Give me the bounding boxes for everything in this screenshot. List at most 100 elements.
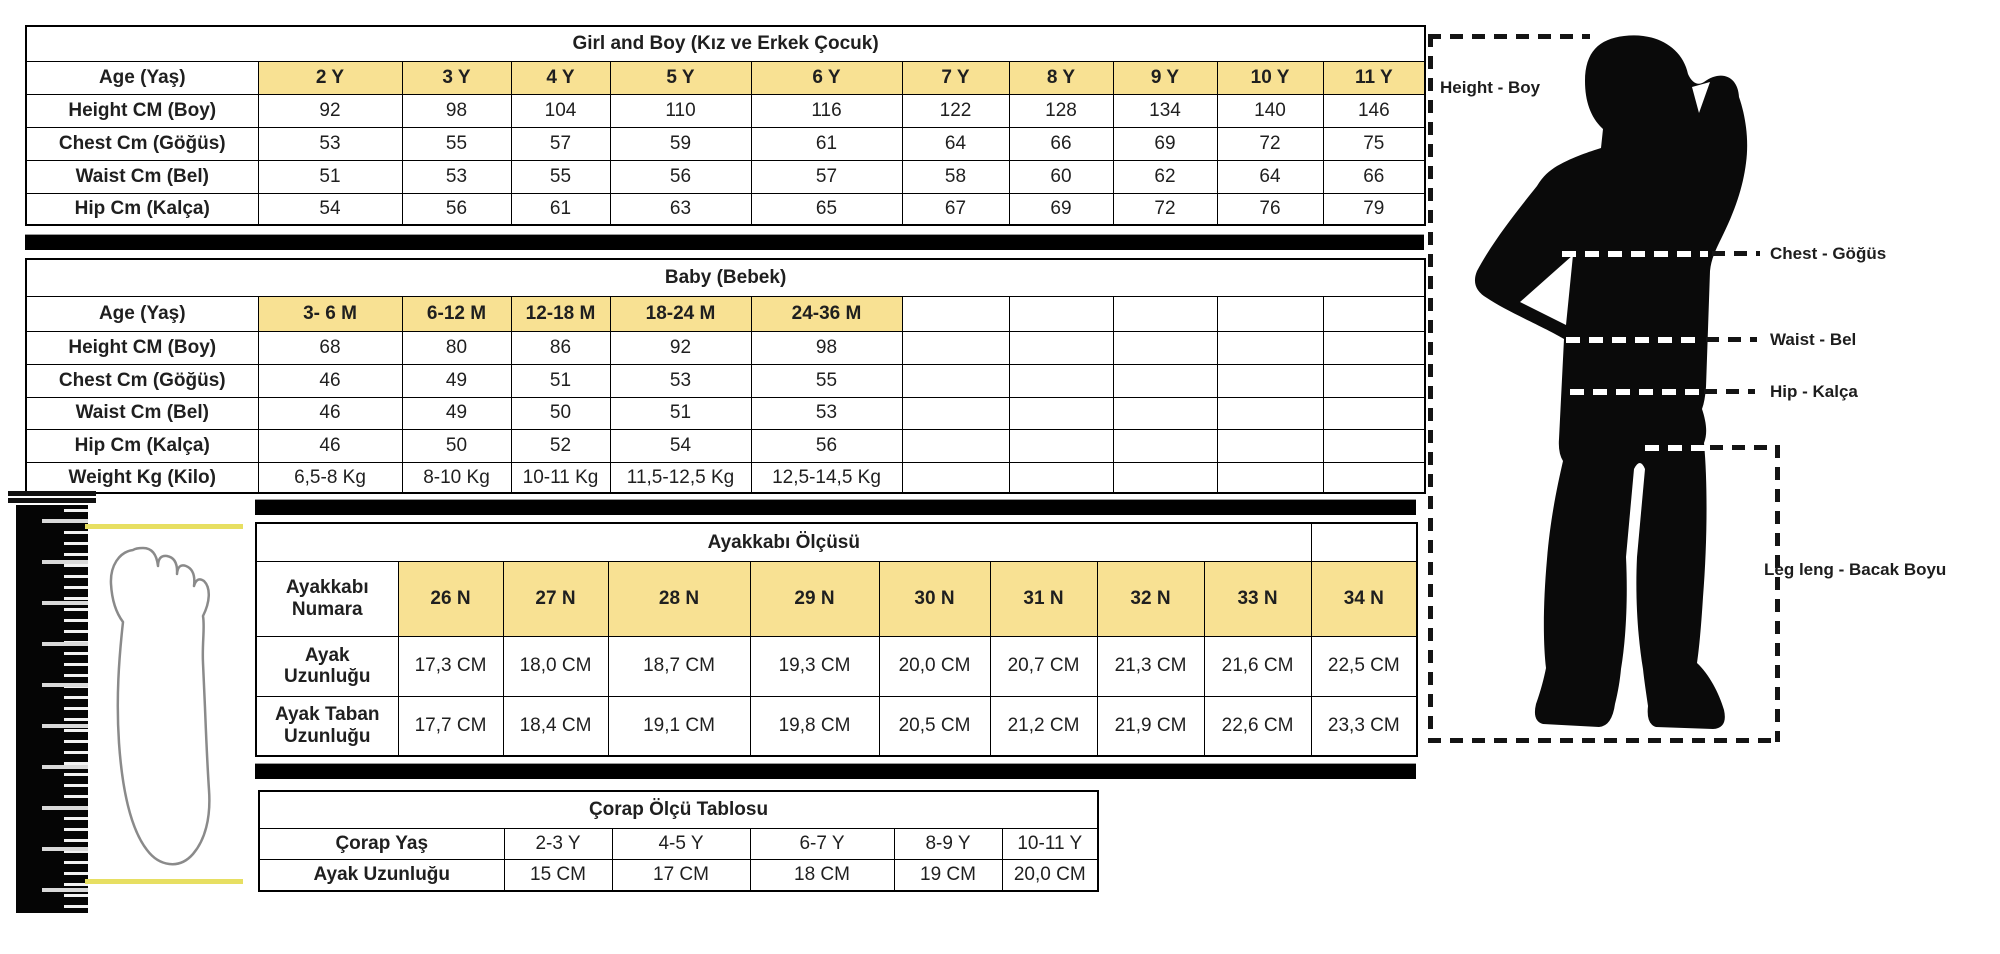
column-header: 32 N	[1096, 560, 1205, 637]
value-cell: 66	[1008, 126, 1114, 161]
column-header: 3 Y	[401, 60, 512, 95]
empty-cell	[901, 363, 1010, 398]
row-label: Ayak Uzunluğu	[258, 858, 505, 892]
height-label: Height - Boy	[1440, 78, 1541, 97]
value-cell: 56	[609, 159, 752, 194]
empty-cell	[1112, 396, 1218, 430]
value-cell: 18,4 CM	[502, 695, 609, 757]
value-cell: 65	[750, 192, 903, 226]
value-cell: 56	[401, 192, 512, 226]
value-cell: 10-11 Y	[1001, 827, 1099, 860]
value-cell: 69	[1112, 126, 1218, 161]
value-cell: 58	[901, 159, 1010, 194]
ruler-graphic	[16, 505, 88, 913]
value-cell: 54	[257, 192, 403, 226]
foot-measure-line-bottom	[85, 879, 243, 884]
value-cell: 51	[609, 396, 752, 430]
column-header: 26 N	[397, 560, 504, 637]
column-header: 11 Y	[1322, 60, 1426, 95]
value-cell: 23,3 CM	[1310, 695, 1418, 757]
value-cell: 54	[609, 428, 752, 463]
empty-cell	[901, 396, 1010, 430]
height-measure-line-top	[1428, 34, 1590, 39]
empty-cell	[1322, 330, 1426, 365]
row-label: Chest Cm (Göğüs)	[25, 363, 259, 398]
row-label: Chest Cm (Göğüs)	[25, 126, 259, 161]
value-cell: 15 CM	[503, 858, 613, 892]
value-cell: 110	[609, 93, 752, 128]
empty-cell	[1322, 428, 1426, 463]
value-cell: 92	[257, 93, 403, 128]
empty-cell	[1216, 428, 1324, 463]
value-cell: 20,0 CM	[1001, 858, 1099, 892]
separator-bar	[25, 234, 1424, 250]
value-cell: 53	[257, 126, 403, 161]
empty-cell	[1008, 396, 1114, 430]
height-measure-line-vertical	[1428, 34, 1433, 742]
empty-cell	[1322, 396, 1426, 430]
empty-cell	[1216, 363, 1324, 398]
value-cell: 61	[750, 126, 903, 161]
value-cell: 46	[257, 396, 403, 430]
row-label: Height CM (Boy)	[25, 330, 259, 365]
empty-cell	[901, 295, 1010, 332]
value-cell: 8-9 Y	[893, 827, 1003, 860]
value-cell: 20,5 CM	[878, 695, 991, 757]
row-label: Weight Kg (Kilo)	[25, 461, 259, 494]
value-cell: 72	[1216, 126, 1324, 161]
empty-cell	[1008, 363, 1114, 398]
leg-measure-line-top	[1710, 445, 1778, 450]
value-cell: 80	[401, 330, 512, 365]
column-header: 9 Y	[1112, 60, 1218, 95]
value-cell: 17 CM	[611, 858, 751, 892]
empty-cell	[1112, 363, 1218, 398]
value-cell: 17,7 CM	[397, 695, 504, 757]
baby-size-table: Baby (Bebek) Age (Yaş) 3- 6 M 6-12 M 12-18 M…	[25, 258, 1427, 494]
value-cell: 18,7 CM	[607, 635, 751, 697]
value-cell: 18,0 CM	[502, 635, 609, 697]
value-cell: 64	[1216, 159, 1324, 194]
value-cell: 6-7 Y	[749, 827, 895, 860]
value-cell: 11,5-12,5 Kg	[609, 461, 752, 494]
column-header: 6 Y	[750, 60, 903, 95]
value-cell: 128	[1008, 93, 1114, 128]
separator-bar	[255, 763, 1416, 779]
value-cell: 51	[510, 363, 611, 398]
value-cell: 55	[401, 126, 512, 161]
column-header: 28 N	[607, 560, 751, 637]
column-header: 7 Y	[901, 60, 1010, 95]
empty-cell	[1216, 396, 1324, 430]
value-cell: 60	[1008, 159, 1114, 194]
column-header: 2 Y	[257, 60, 403, 95]
separator-bar	[255, 499, 1416, 515]
value-cell: 75	[1322, 126, 1426, 161]
value-cell: 4-5 Y	[611, 827, 751, 860]
value-cell: 68	[257, 330, 403, 365]
value-cell: 122	[901, 93, 1010, 128]
foot-outline-graphic	[109, 546, 211, 866]
table-title: Girl and Boy (Kız ve Erkek Çocuk)	[25, 25, 1426, 62]
value-cell: 50	[401, 428, 512, 463]
row-label: Height CM (Boy)	[25, 93, 259, 128]
value-cell: 46	[257, 428, 403, 463]
ruler-cap	[8, 491, 96, 503]
value-cell: 72	[1112, 192, 1218, 226]
value-cell: 53	[750, 396, 903, 430]
table-title: Baby (Bebek)	[25, 258, 1426, 297]
value-cell: 53	[401, 159, 512, 194]
value-cell: 20,0 CM	[878, 635, 991, 697]
value-cell: 92	[609, 330, 752, 365]
value-cell: 53	[609, 363, 752, 398]
empty-cell	[1322, 461, 1426, 494]
empty-cell	[901, 428, 1010, 463]
empty-cell	[1112, 330, 1218, 365]
column-header: 31 N	[989, 560, 1098, 637]
value-cell: 57	[510, 126, 611, 161]
empty-cell	[1008, 428, 1114, 463]
value-cell: 55	[510, 159, 611, 194]
waist-measure-line-lead	[1706, 337, 1757, 342]
value-cell: 21,6 CM	[1203, 635, 1312, 697]
value-cell: 69	[1008, 192, 1114, 226]
row-label: Ayakkabı Numara	[255, 560, 399, 637]
hip-label: Hip - Kalça	[1770, 382, 1858, 401]
